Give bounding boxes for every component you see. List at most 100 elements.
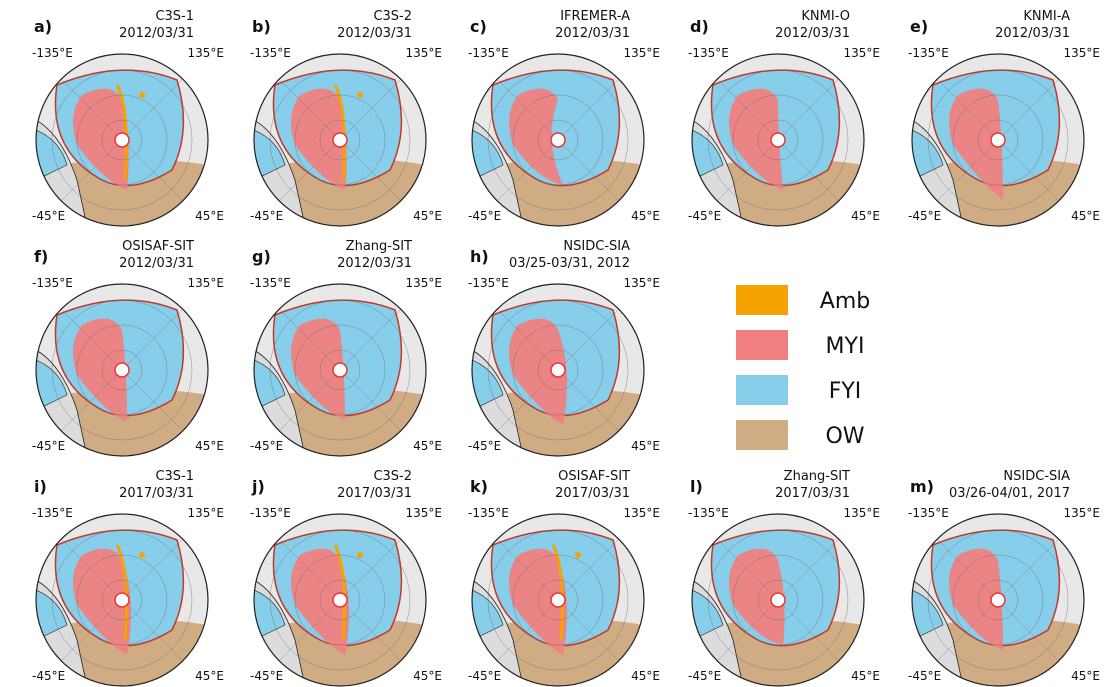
panel-date: 2017/03/31 bbox=[119, 486, 194, 501]
pole-ring bbox=[770, 592, 786, 608]
lon-label: -45°E bbox=[688, 209, 721, 223]
panel-product: C3S-2 bbox=[373, 469, 412, 484]
panel-date: 2012/03/31 bbox=[119, 256, 194, 271]
map-panel: k) OSISAF-SIT 2017/03/31 -135°E 135°E -45°E 45… bbox=[468, 469, 660, 687]
lon-label: -45°E bbox=[908, 209, 941, 223]
graticule bbox=[537, 349, 579, 391]
graticule bbox=[269, 299, 411, 441]
legend-swatch bbox=[736, 285, 788, 315]
graticule bbox=[269, 69, 411, 211]
lon-label: -135°E bbox=[908, 506, 949, 520]
fyi-coast bbox=[254, 589, 286, 641]
graticule bbox=[51, 69, 193, 211]
myi-area bbox=[729, 88, 783, 190]
map-panel: b) C3S-2 2012/03/31 -135°E 135°E -45°E 45°E bbox=[250, 9, 442, 227]
graticule bbox=[76, 554, 168, 646]
map-panel: c) IFREMER-A 2012/03/31 -135°E 135°E -45°E 45°… bbox=[468, 9, 661, 227]
panel-letter: h) bbox=[470, 247, 489, 266]
lon-label: 135°E bbox=[844, 506, 881, 520]
lon-label: 45°E bbox=[631, 439, 660, 453]
lon-label: -135°E bbox=[688, 506, 729, 520]
lon-label: -45°E bbox=[250, 439, 283, 453]
legend-label: MYI bbox=[826, 334, 865, 359]
graticule bbox=[732, 94, 824, 186]
map-panel: l) Zhang-SIT 2017/03/31 -135°E 135°E -45°E 45°… bbox=[688, 469, 881, 687]
legend-swatch bbox=[736, 330, 788, 360]
pole-ring bbox=[550, 592, 566, 608]
pole-ring bbox=[990, 592, 1006, 608]
panel-product: IFREMER-A bbox=[560, 9, 630, 24]
pole-ring bbox=[114, 592, 130, 608]
map-frame bbox=[35, 283, 209, 457]
map-frame bbox=[35, 513, 209, 687]
lon-label: -135°E bbox=[250, 46, 291, 60]
lon-label: 135°E bbox=[624, 46, 661, 60]
myi-area bbox=[73, 318, 127, 422]
panel-product: C3S-2 bbox=[373, 9, 412, 24]
legend-swatch bbox=[736, 420, 788, 450]
lon-label: -45°E bbox=[908, 669, 941, 683]
legend-label: OW bbox=[825, 424, 864, 449]
map-body bbox=[36, 514, 208, 686]
panel-product: NSIDC-SIA bbox=[563, 239, 630, 254]
map-panel: j) C3S-2 2017/03/31 -135°E 135°E -45°E 45°E bbox=[250, 469, 442, 687]
lon-label: 45°E bbox=[631, 669, 660, 683]
amb-area bbox=[115, 544, 128, 641]
map-frame bbox=[471, 53, 645, 227]
map-panel: f) OSISAF-SIT 2012/03/31 -135°E 135°E -45°E 45… bbox=[32, 239, 224, 457]
lon-label: 135°E bbox=[1064, 46, 1101, 60]
panel-date: 2012/03/31 bbox=[119, 26, 194, 41]
lon-label: 45°E bbox=[413, 669, 442, 683]
lon-label: -45°E bbox=[250, 209, 283, 223]
pole-ring bbox=[550, 362, 566, 378]
graticule bbox=[487, 529, 629, 671]
graticule bbox=[487, 69, 629, 211]
graticule bbox=[294, 94, 386, 186]
graticule bbox=[51, 529, 193, 671]
fyi-coast bbox=[254, 359, 286, 411]
fyi-coast bbox=[912, 129, 944, 181]
amb-spot bbox=[357, 552, 363, 558]
lon-label: -135°E bbox=[688, 46, 729, 60]
graticule bbox=[952, 94, 1044, 186]
graticule bbox=[319, 119, 361, 161]
amb-area bbox=[551, 544, 564, 641]
graticule bbox=[101, 349, 143, 391]
lon-label: -135°E bbox=[468, 276, 509, 290]
panel-product: OSISAF-SIT bbox=[558, 469, 630, 484]
graticule bbox=[977, 579, 1019, 621]
legend-label: FYI bbox=[829, 379, 862, 404]
panel-product: Zhang-SIT bbox=[346, 239, 412, 254]
lon-label: -135°E bbox=[250, 506, 291, 520]
lon-label: 45°E bbox=[195, 439, 224, 453]
lon-label: -135°E bbox=[32, 46, 73, 60]
map-panel: g) Zhang-SIT 2012/03/31 -135°E 135°E -45°E 45°… bbox=[250, 239, 442, 457]
map-frame bbox=[911, 513, 1085, 687]
panel-date: 2017/03/31 bbox=[775, 486, 850, 501]
panel-letter: f) bbox=[34, 247, 48, 266]
lon-label: -45°E bbox=[468, 439, 501, 453]
lon-label: -135°E bbox=[32, 506, 73, 520]
panel-product: NSIDC-SIA bbox=[1003, 469, 1070, 484]
panel-letter: d) bbox=[690, 17, 709, 36]
graticule bbox=[512, 324, 604, 416]
panel-letter: c) bbox=[470, 17, 487, 36]
map-body bbox=[472, 514, 644, 686]
pole-ring bbox=[114, 132, 130, 148]
graticule bbox=[319, 579, 361, 621]
graticule bbox=[927, 529, 1069, 671]
panel-date: 2012/03/31 bbox=[337, 26, 412, 41]
graticule bbox=[101, 579, 143, 621]
panel-letter: k) bbox=[470, 477, 488, 496]
panel-product: KNMI-A bbox=[1023, 9, 1070, 24]
lon-label: 45°E bbox=[1071, 209, 1100, 223]
myi-area bbox=[729, 548, 785, 645]
amb-spot bbox=[139, 92, 145, 98]
graticule bbox=[487, 299, 629, 441]
map-panel: i) C3S-1 2017/03/31 -135°E 135°E -45°E 45°E bbox=[32, 469, 224, 687]
lon-label: 45°E bbox=[851, 669, 880, 683]
fyi-coast bbox=[472, 359, 504, 411]
lon-label: 135°E bbox=[844, 46, 881, 60]
panel-letter: j) bbox=[251, 477, 265, 496]
panel-date: 2017/03/31 bbox=[337, 486, 412, 501]
